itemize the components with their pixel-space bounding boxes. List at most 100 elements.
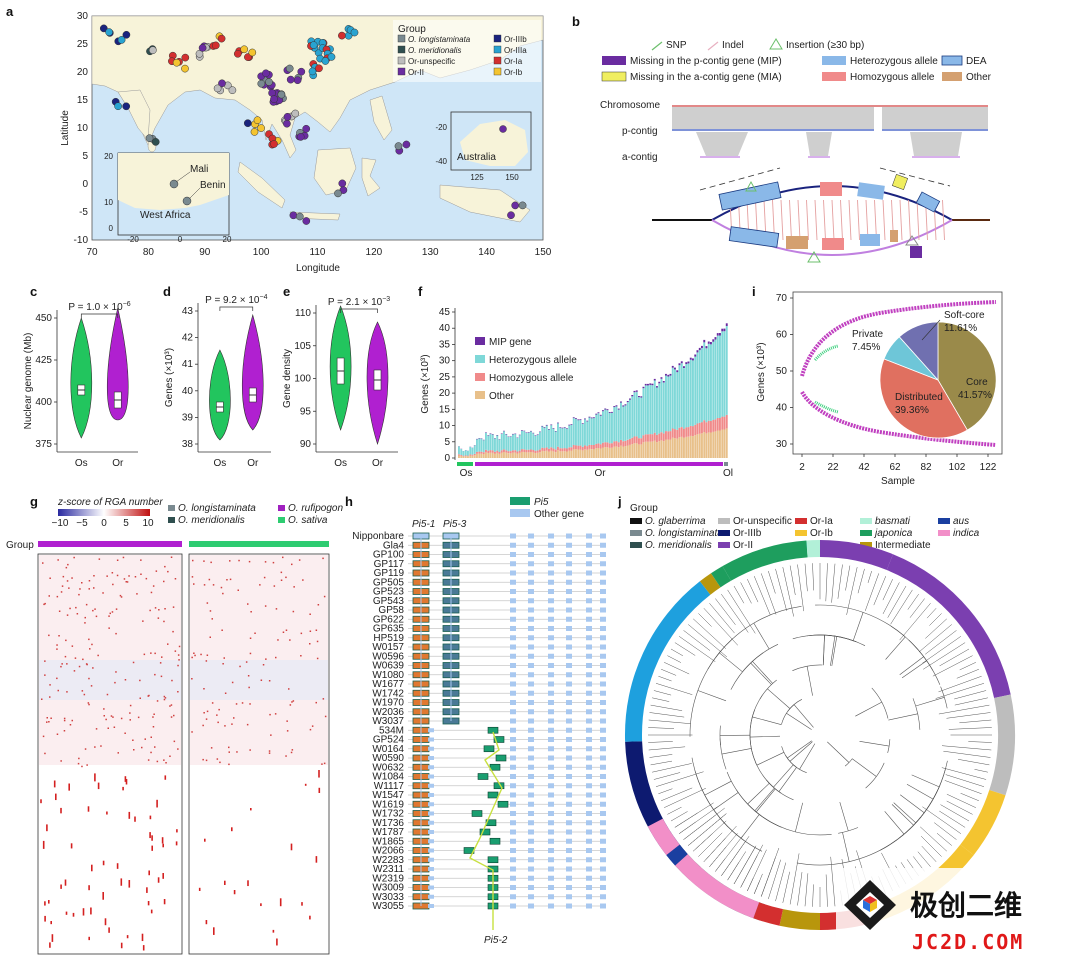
- h-other-gene: [428, 737, 434, 742]
- h-other-gene: [510, 875, 516, 881]
- g-cell: [100, 745, 102, 747]
- f-bar-hom: [640, 438, 643, 445]
- j-branch: [752, 716, 782, 725]
- g-cell: [302, 579, 304, 581]
- i-ylabel: Genes (×10³): [756, 342, 767, 401]
- f-bar-het: [545, 425, 548, 448]
- h-pi5-2: [477, 773, 489, 780]
- h-other-gene: [548, 690, 554, 696]
- j-branch: [719, 652, 743, 673]
- map-xtick: 70: [86, 247, 98, 258]
- f-bar-other: [527, 452, 530, 458]
- h-accession-label: GP635: [373, 624, 405, 635]
- f-bar-mip: [554, 431, 557, 432]
- g-species-label: O. meridionalis: [178, 515, 245, 526]
- f-bar-het: [611, 412, 613, 444]
- f-bar-hom: [617, 442, 620, 448]
- h-other-gene: [528, 875, 534, 881]
- h-other-gene: [586, 579, 592, 585]
- f-bar-het: [586, 421, 589, 446]
- g-cell: [211, 618, 213, 620]
- g-cell: [94, 608, 96, 610]
- g-cell: [147, 901, 150, 906]
- j-branch: [652, 697, 670, 702]
- j-legend-label: Or-Ia: [810, 516, 833, 527]
- f-bar-hom: [505, 450, 508, 453]
- map-point: [218, 79, 226, 88]
- f-bar-other: [613, 446, 616, 458]
- j-ring-segment: [779, 909, 820, 930]
- f-bar-hom: [469, 454, 472, 456]
- f-bar-het: [496, 435, 499, 451]
- map-point: [181, 53, 190, 62]
- h-other-gene: [566, 792, 572, 798]
- f-bar-hom: [620, 439, 622, 446]
- h-pi5-2: [497, 800, 509, 808]
- f-bar-mip: [719, 333, 721, 336]
- f-bar-other: [460, 456, 463, 458]
- f-bar-other: [705, 433, 708, 458]
- g-cell: [48, 595, 50, 597]
- h-other-gene: [548, 829, 554, 835]
- map-legend-label: Or-II: [408, 68, 424, 77]
- g-cell: [49, 577, 51, 579]
- watermark-url: JC2D.COM: [912, 930, 1024, 954]
- h-other-gene: [600, 681, 606, 687]
- j-legend-swatch: [860, 542, 872, 548]
- g-cell: [288, 688, 290, 690]
- g-cell: [144, 738, 146, 740]
- g-cell: [163, 759, 165, 761]
- g-cell: [84, 622, 86, 624]
- g-cell: [78, 593, 80, 596]
- map-point: [151, 138, 160, 146]
- f-bar-het: [512, 434, 514, 451]
- h-other-gene: [510, 774, 516, 779]
- map-point: [213, 84, 222, 93]
- g-cell: [91, 643, 93, 646]
- g-cell: [175, 841, 178, 846]
- f-bar-mip: [568, 424, 571, 426]
- j-branch: [935, 683, 985, 699]
- f-bar-hom: [482, 452, 485, 454]
- j-branch: [693, 618, 726, 649]
- panel-j-phylogeny: Group O. glaberrima Or-unspecific Or-Ia bas…: [624, 503, 1015, 931]
- inset-africa-xtick-20: 20: [223, 235, 232, 244]
- j-branch: [946, 712, 991, 719]
- g-cell: [88, 638, 90, 641]
- h-other-gene: [586, 690, 592, 696]
- g-cell: [300, 655, 302, 657]
- f-bar-het: [460, 449, 463, 455]
- g-cell: [315, 856, 318, 863]
- g-cell: [57, 559, 59, 561]
- f-bar-het: [723, 331, 726, 417]
- f-bar-mip: [689, 357, 692, 360]
- i-ytick-label: 50: [776, 366, 788, 377]
- j-ring-segment: [722, 540, 808, 581]
- g-cell: [235, 703, 238, 705]
- j-branch: [721, 836, 750, 877]
- h-pi5-2: [493, 736, 505, 743]
- f-bar-mip: [611, 411, 613, 413]
- f-bar-mip: [660, 377, 663, 379]
- h-other-gene: [548, 653, 554, 659]
- g-cell: [170, 716, 173, 718]
- violin-or: [241, 313, 264, 431]
- f-bar-other: [698, 433, 701, 458]
- g-cell: [65, 566, 68, 569]
- h-pi5-2: [495, 754, 507, 762]
- h-accession-label: W1865: [372, 836, 404, 847]
- g-cell: [268, 680, 271, 682]
- g-cell: [206, 602, 209, 604]
- f-bar-hom: [572, 445, 575, 450]
- j-branch: [911, 774, 940, 788]
- f-bar-other: [478, 453, 481, 458]
- j-branch: [867, 570, 872, 583]
- g-cell: [248, 560, 251, 563]
- h-gene-pi5-1: Pi5-1: [412, 519, 435, 530]
- g-species-label: O. rufipogon: [288, 503, 343, 514]
- g-cell: [162, 843, 164, 848]
- g-cell: [268, 752, 271, 754]
- f-bar-other: [680, 436, 683, 458]
- g-cell: [304, 783, 307, 786]
- f-bar-hom: [696, 423, 699, 435]
